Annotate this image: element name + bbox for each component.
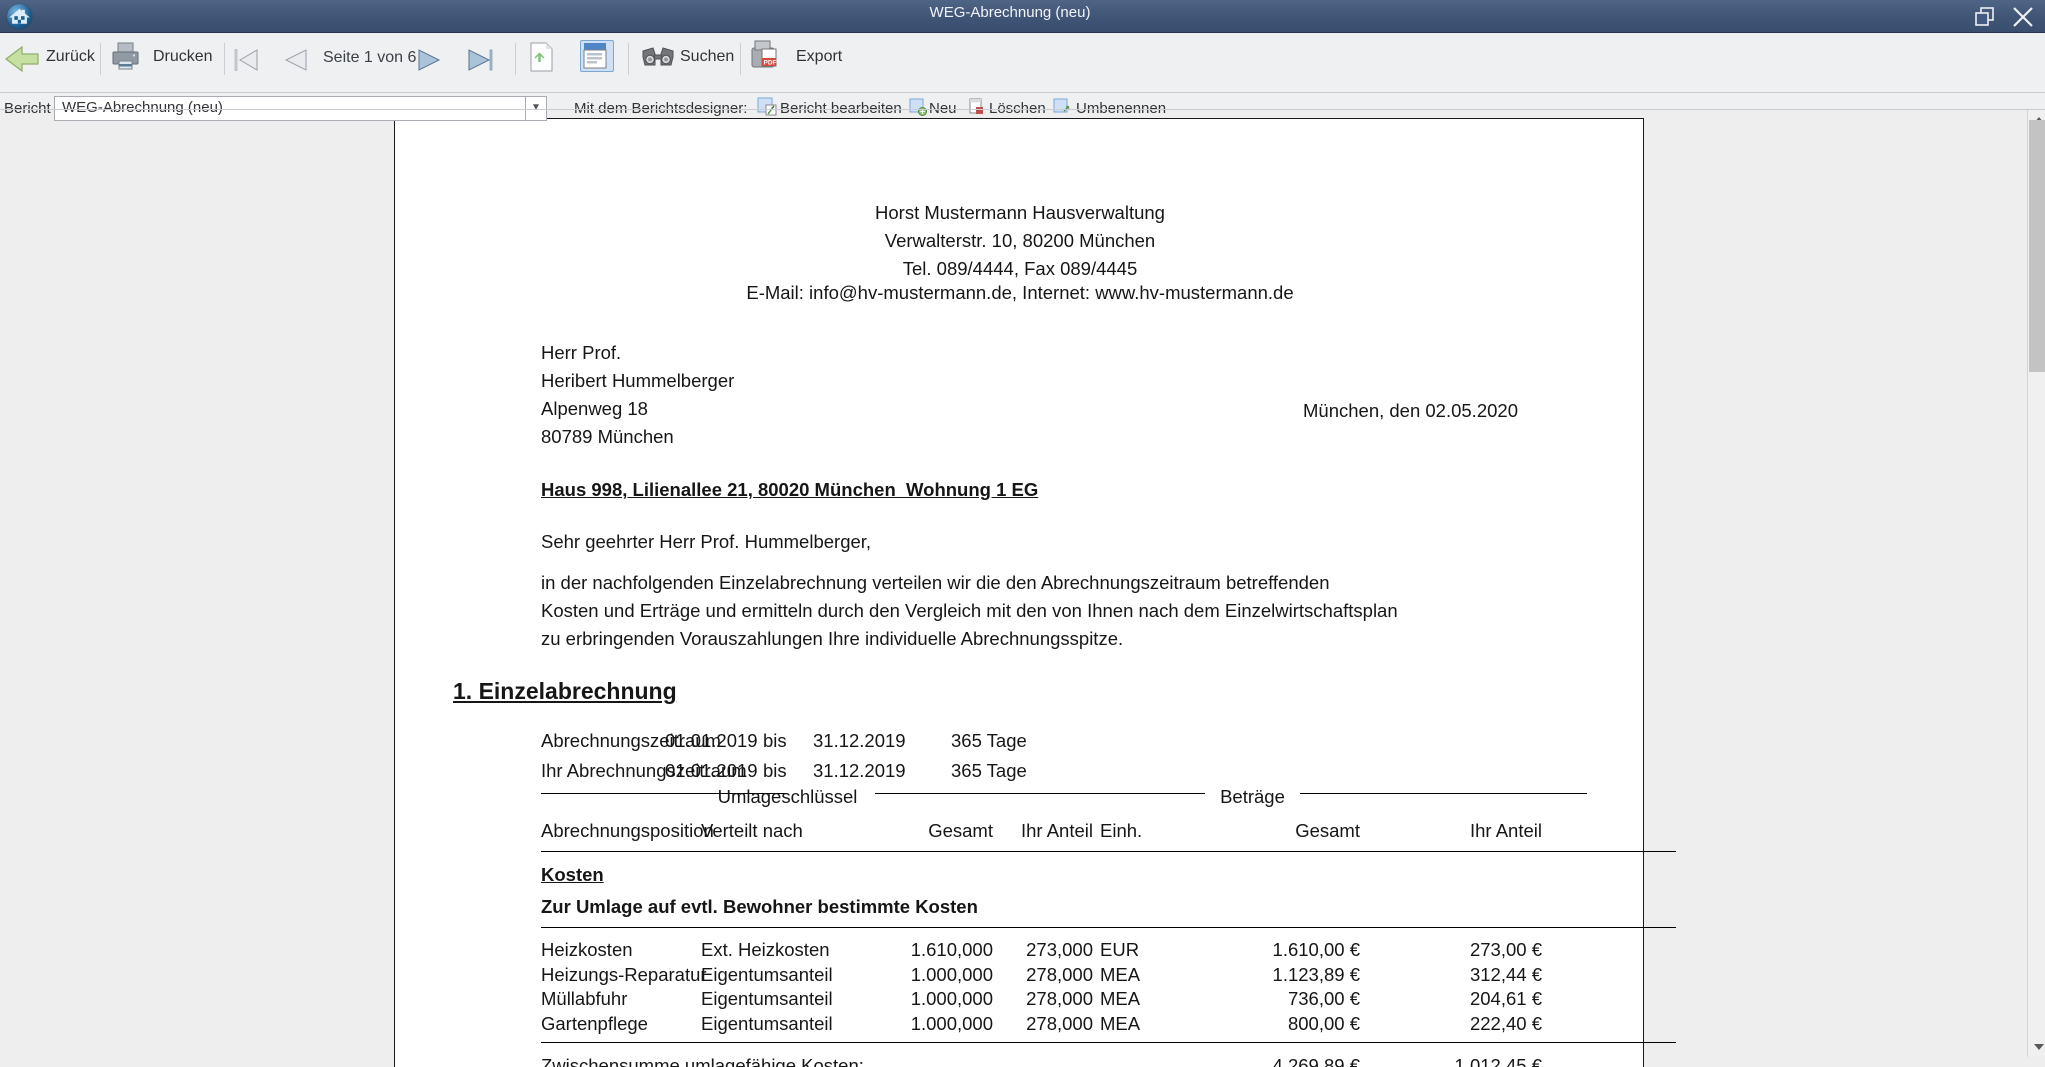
svg-text:PDF: PDF — [764, 60, 777, 67]
